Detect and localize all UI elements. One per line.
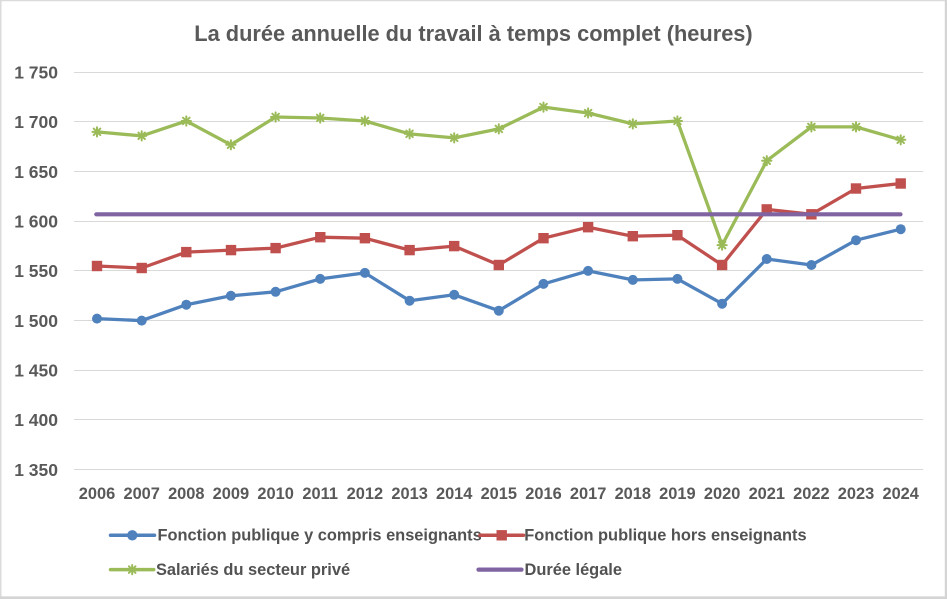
svg-text:2017: 2017 [570, 485, 606, 503]
svg-text:1 700: 1 700 [14, 112, 58, 132]
svg-text:2021: 2021 [749, 485, 785, 503]
svg-text:2008: 2008 [168, 485, 204, 503]
svg-text:1 500: 1 500 [14, 311, 58, 331]
svg-text:2020: 2020 [704, 485, 740, 503]
svg-text:2015: 2015 [481, 485, 517, 503]
svg-text:2024: 2024 [882, 485, 919, 503]
svg-text:1 450: 1 450 [14, 361, 58, 381]
svg-text:2013: 2013 [391, 485, 427, 503]
svg-text:La durée annuelle du travail à: La durée annuelle du travail à temps com… [194, 21, 752, 46]
svg-text:Fonction publique hors enseign: Fonction publique hors enseignants [524, 527, 806, 545]
svg-text:Fonction publique y compris en: Fonction publique y compris enseignants [158, 527, 482, 545]
svg-text:1 750: 1 750 [14, 63, 58, 83]
svg-text:2012: 2012 [347, 485, 383, 503]
svg-text:2010: 2010 [257, 485, 293, 503]
svg-text:1 650: 1 650 [14, 162, 58, 182]
svg-text:1 600: 1 600 [14, 212, 58, 232]
svg-text:Salariés du secteur privé: Salariés du secteur privé [156, 561, 350, 579]
svg-text:2019: 2019 [659, 485, 695, 503]
svg-text:2022: 2022 [793, 485, 829, 503]
svg-text:2016: 2016 [525, 485, 561, 503]
svg-text:2014: 2014 [436, 485, 473, 503]
svg-text:2011: 2011 [302, 485, 338, 503]
svg-text:2006: 2006 [79, 485, 115, 503]
svg-text:2009: 2009 [213, 485, 249, 503]
svg-text:1 400: 1 400 [14, 410, 58, 430]
svg-text:1 550: 1 550 [14, 261, 58, 281]
svg-text:2023: 2023 [838, 485, 874, 503]
svg-text:Durée légale: Durée légale [525, 561, 622, 579]
svg-text:2007: 2007 [123, 485, 159, 503]
svg-text:1 350: 1 350 [14, 460, 58, 480]
svg-text:2018: 2018 [615, 485, 651, 503]
